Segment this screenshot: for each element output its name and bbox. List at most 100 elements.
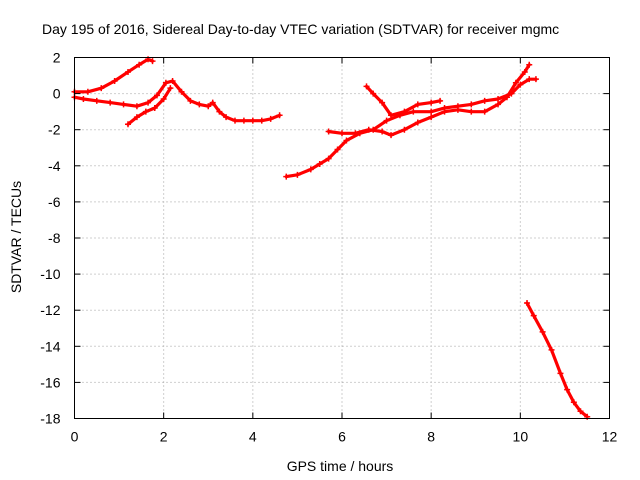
data-point [564,386,571,393]
data-point [570,399,577,406]
data-point [530,312,537,319]
data-point [388,132,395,139]
data-point [532,76,539,83]
data-point [512,79,519,86]
data-point [503,94,510,101]
data-point [187,97,194,104]
data-point [133,103,140,110]
data-point [162,79,169,86]
data-point [526,61,533,68]
data-point [524,299,531,306]
data-point [370,90,377,97]
data-point [125,121,131,128]
chart-title: Day 195 of 2016, Sidereal Day-to-day VTE… [42,21,559,37]
y-tick-label: -14 [40,338,60,354]
series-line-7 [525,301,589,419]
data-point [379,99,386,106]
data-point [495,101,502,108]
data-point [209,99,216,106]
data-point [125,68,131,75]
y-tick-label: -16 [40,374,60,390]
data-point [441,108,448,115]
data-point [410,108,417,115]
data-point [149,58,156,65]
data-point [454,106,461,113]
data-point [196,101,203,108]
data-point [481,97,488,104]
data-point [167,85,174,92]
data-point [388,112,395,119]
data-point [363,83,370,90]
data-point [481,108,488,115]
y-tick-label: 0 [53,86,61,102]
y-tick-label: -2 [48,122,61,138]
data-point [334,146,341,153]
data-point [339,130,345,137]
data-point [232,117,238,124]
data-point [151,105,158,112]
data-point [401,108,408,115]
data-point [468,101,475,108]
data-point [548,346,555,353]
data-point [258,117,265,124]
series-layer [71,56,591,420]
data-point [283,173,290,180]
data-point [205,103,212,110]
data-point [401,126,408,133]
data-point [80,96,87,103]
data-point [276,112,283,119]
y-tick-label: -6 [48,194,61,210]
data-point [93,97,100,104]
data-point [365,126,372,133]
data-point [379,128,386,135]
data-point [495,96,502,103]
data-point [557,370,564,377]
data-point [316,160,323,167]
x-tick-label: 10 [513,429,529,445]
x-tick-label: 12 [602,429,618,445]
data-point [468,108,475,115]
data-point [142,108,149,115]
x-tick-label: 8 [427,429,435,445]
data-point [325,155,332,162]
data-point [383,117,390,124]
data-point [136,61,143,68]
data-point [169,77,176,84]
series-line-3 [126,86,172,126]
data-point [120,101,127,108]
data-point [178,88,185,95]
data-point [428,108,435,115]
x-tick-label: 0 [71,429,79,445]
data-point [216,108,223,115]
data-point [325,128,332,135]
data-point [84,88,91,95]
data-point [414,101,421,108]
data-point [133,114,140,121]
data-point [428,99,435,106]
data-point [267,115,274,122]
data-point [539,328,546,335]
data-point [145,99,152,106]
y-tick-label: -10 [40,266,60,282]
data-point [98,85,105,92]
y-axis-title: SDTVAR / TECUs [8,181,24,293]
data-point [437,97,444,104]
y-tick-label: -18 [40,411,60,427]
x-tick-label: 4 [249,429,257,445]
series-line-4 [284,77,538,179]
data-point [352,130,359,137]
x-axis-title: GPS time / hours [287,458,394,474]
data-point [249,117,256,124]
y-tick-label: -8 [48,230,61,246]
data-point [160,96,167,103]
y-tick-label: -4 [48,158,61,174]
data-point [414,119,421,126]
data-point [526,76,533,83]
data-point [428,114,435,121]
data-point [521,68,528,75]
data-point [223,114,230,121]
data-point [307,166,314,173]
y-tick-label: 2 [53,50,61,66]
data-point [153,92,160,99]
x-tick-label: 2 [160,429,168,445]
